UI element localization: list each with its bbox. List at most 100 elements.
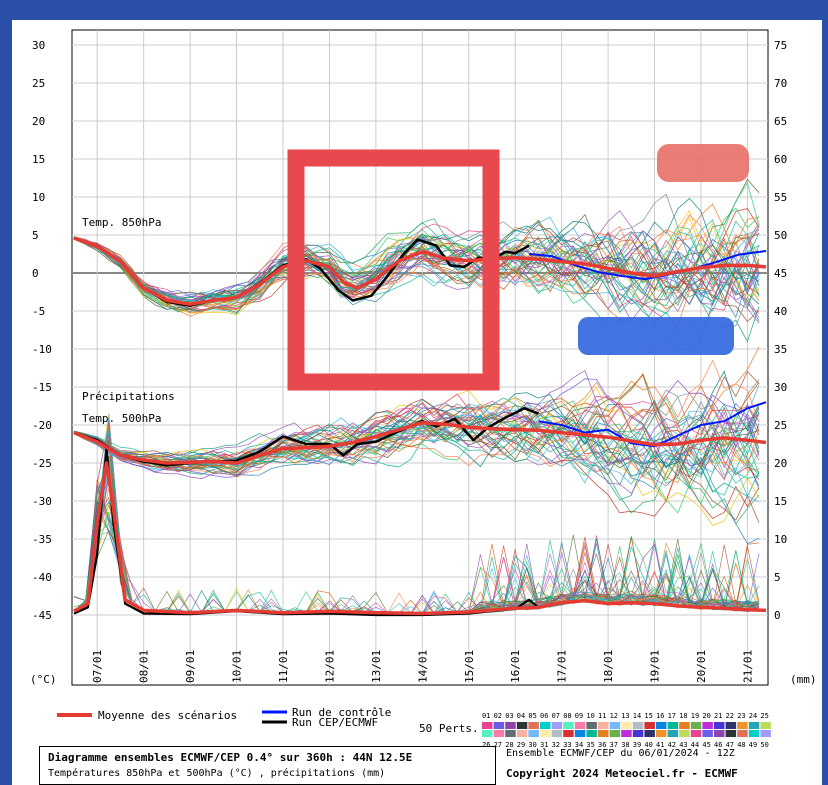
date-tick-label: 09/01: [184, 650, 197, 683]
legend-pert-id: 10: [586, 712, 594, 720]
legend-pert-swatch: [656, 730, 667, 737]
legend-pert-id: 41: [656, 741, 664, 749]
left-tick-label: 15: [32, 153, 45, 166]
date-tick-label: 08/01: [138, 650, 151, 683]
annotation-overlays: [287, 144, 749, 391]
label-t500: Temp. 500hPa: [82, 412, 161, 425]
legend-pert-id: 05: [528, 712, 536, 720]
legend-pert-swatch: [609, 730, 621, 737]
date-tick-label: 07/01: [91, 650, 104, 683]
legend-pert-id: 17: [668, 712, 676, 720]
legend-pert-id: 25: [760, 712, 768, 720]
legend-pert-id: 43: [679, 741, 687, 749]
right-tick-label: 10: [774, 533, 787, 546]
legend-pert-swatch: [725, 730, 737, 737]
date-tick-label: 17/01: [556, 650, 569, 683]
gridlines: [71, 29, 769, 686]
legend-pert-swatch: [540, 722, 551, 729]
right-tick-label: 15: [774, 495, 787, 508]
ensemble-t850-line: [73, 214, 760, 309]
right-tick-label: 40: [774, 305, 787, 318]
left-tick-label: 5: [32, 229, 39, 242]
date-tick-label: 18/01: [602, 650, 615, 683]
legend-pert-swatch: [679, 730, 690, 737]
t500-ecmwf-line: [73, 407, 539, 467]
legend-control-label: Run de contrôle: [292, 706, 391, 719]
legend-pert-id: 33: [563, 741, 571, 749]
left-tick-label: -10: [32, 343, 52, 356]
legend-pert-swatch: [714, 722, 725, 729]
legend-pert-id: 11: [598, 712, 606, 720]
right-tick-label: 25: [774, 419, 787, 432]
legend-pert-id: 23: [737, 712, 745, 720]
legend-pert-swatch: [621, 722, 632, 729]
legend-pert-id: 32: [552, 741, 560, 749]
left-tick-label: 10: [32, 191, 45, 204]
legend-pert-swatch: [598, 722, 609, 729]
legend-pert-id: 15: [644, 712, 652, 720]
legend-pert-id: 49: [749, 741, 757, 749]
legend-pert-id: 38: [621, 741, 629, 749]
legend-pert-swatch: [760, 730, 771, 737]
right-tick-label: 75: [774, 39, 787, 52]
legend-pert-swatch: [702, 722, 713, 729]
date-tick-label: 11/01: [277, 650, 290, 683]
legend-pert-swatch: [609, 722, 621, 729]
right-tick-label: 35: [774, 343, 787, 356]
legend-pert-id: 03: [505, 712, 513, 720]
legend-pert-swatch: [563, 730, 574, 737]
plot-border: [71, 29, 769, 686]
ensemble-members: [73, 178, 760, 614]
legend-pert-swatch: [737, 722, 748, 729]
legend-pert-swatch: [574, 722, 586, 729]
label-precip: Précipitations: [82, 390, 175, 403]
legend-pert-id: 14: [633, 712, 641, 720]
legend-pert-id: 07: [552, 712, 560, 720]
legend-pert-swatch: [516, 722, 528, 729]
legend-pert-swatch: [737, 730, 748, 737]
legend-pert-id: 47: [726, 741, 734, 749]
legend-pert-id: 40: [644, 741, 652, 749]
legend-pert-swatch: [482, 722, 493, 729]
legend-pert-id: 44: [691, 741, 699, 749]
ensemble-t500-line: [73, 401, 760, 523]
redaction-red: [657, 144, 749, 182]
right-tick-label: 20: [774, 457, 787, 470]
legend-pert-id: 19: [691, 712, 699, 720]
legend-pert-swatch: [563, 722, 574, 729]
legend-perts-label: 50 Perts.: [419, 722, 479, 735]
legend-pert-id: 28: [505, 741, 513, 749]
legend-pert-id: 39: [633, 741, 641, 749]
legend-pert-swatch: [482, 730, 493, 737]
legend-pert-swatch: [644, 730, 655, 737]
legend-pert-id: 30: [528, 741, 536, 749]
left-tick-label: -30: [32, 495, 52, 508]
legend: Moyenne des scénarios Run de contrôleRun …: [57, 706, 771, 749]
left-tick-label: -45: [32, 609, 52, 622]
ensemble-t850-line: [73, 233, 760, 317]
right-tick-label: 5: [774, 571, 781, 584]
legend-pert-id: 36: [598, 741, 606, 749]
right-tick-label: 45: [774, 267, 787, 280]
legend-pert-swatch: [667, 722, 679, 729]
legend-pert-swatch: [667, 730, 679, 737]
right-tick-label: 30: [774, 381, 787, 394]
legend-pert-id: 20: [702, 712, 710, 720]
copyright: Copyright 2024 Meteociel.fr - ECMWF: [506, 767, 738, 780]
legend-pert-swatch: [714, 730, 725, 737]
legend-pert-id: 46: [714, 741, 722, 749]
legend-pert-id: 09: [575, 712, 583, 720]
axis-ticks: 302520151050-5-10-15-20-25-30-35-40-4575…: [30, 39, 817, 686]
legend-pert-id: 34: [575, 741, 583, 749]
right-unit: (mm): [790, 673, 817, 686]
legend-pert-id: 37: [610, 741, 618, 749]
left-tick-label: -35: [32, 533, 52, 546]
legend-pert-swatch: [725, 722, 737, 729]
legend-pert-id: 12: [610, 712, 618, 720]
legend-pert-swatch: [493, 722, 505, 729]
ensemble-t850-line: [73, 224, 760, 304]
legend-pert-swatch: [748, 730, 760, 737]
left-tick-label: 25: [32, 77, 45, 90]
date-tick-label: 16/01: [509, 650, 522, 683]
legend-pert-id: 18: [679, 712, 687, 720]
